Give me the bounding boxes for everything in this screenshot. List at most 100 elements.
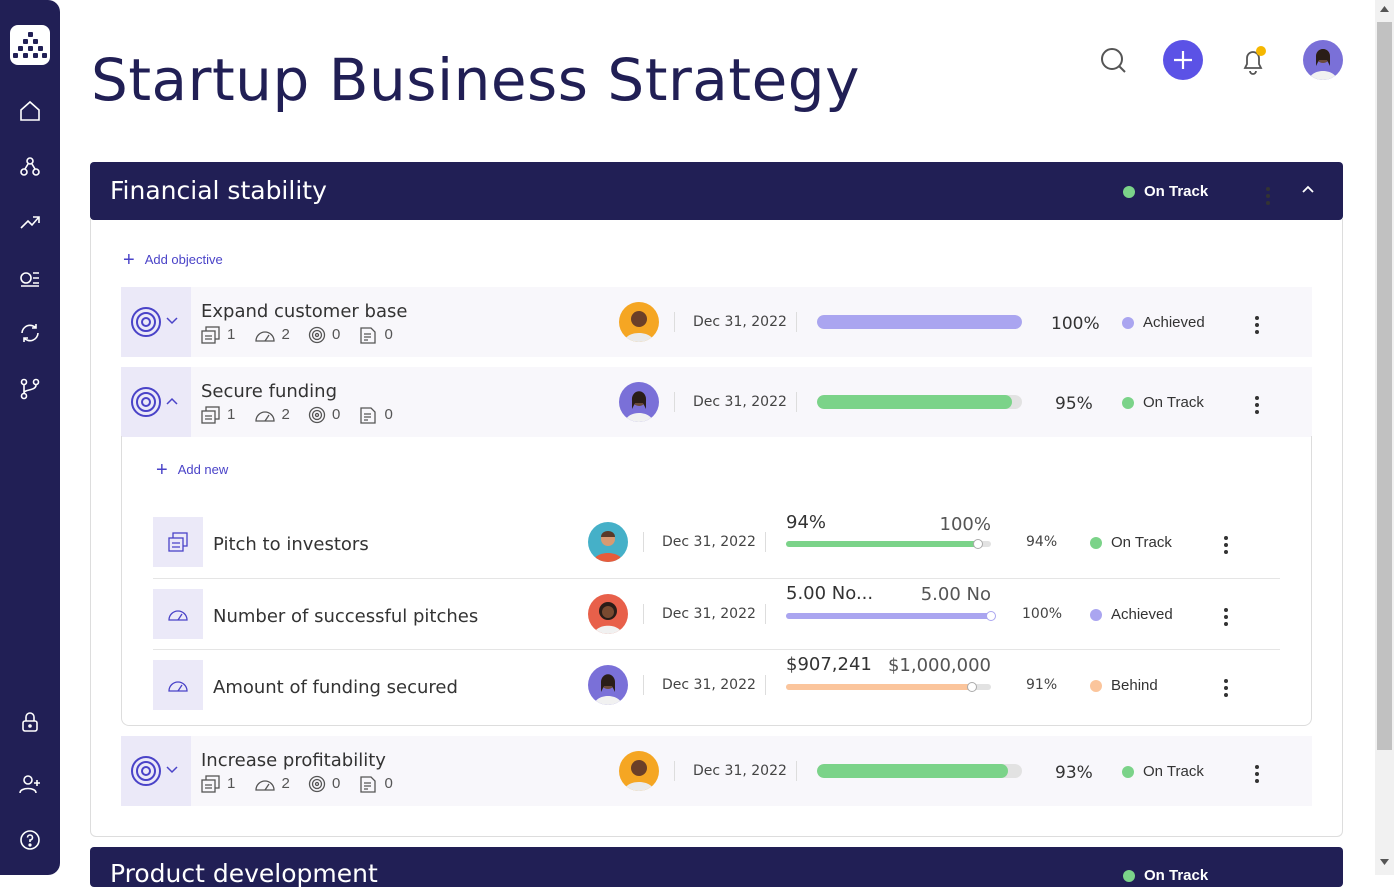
progress-bar[interactable]: [786, 541, 991, 547]
progress-fill: [786, 613, 991, 619]
notes-icon: [359, 776, 376, 793]
list-icon[interactable]: [18, 266, 42, 290]
status-badge: Behind: [1090, 677, 1158, 694]
add-new-button[interactable]: + Add new: [156, 459, 228, 482]
section-status: On Track: [1123, 867, 1208, 884]
more-options-icon[interactable]: [1224, 536, 1228, 557]
objective-name: Secure funding: [201, 381, 338, 402]
slider-handle[interactable]: [986, 611, 996, 621]
due-date: Dec 31, 2022: [662, 606, 756, 622]
due-date: Dec 31, 2022: [662, 534, 756, 550]
slider-handle[interactable]: [967, 682, 977, 692]
add-user-icon[interactable]: [18, 772, 42, 796]
current-value: 94%: [786, 512, 827, 533]
objective-row[interactable]: Increase profitability 1 2 0 0 Dec 31, 2…: [121, 736, 1312, 806]
target-icon: [131, 307, 161, 337]
owner-avatar[interactable]: [619, 382, 659, 422]
objective-counts: 1 2 0 0: [201, 775, 407, 793]
objective-icon-box[interactable]: [121, 287, 191, 357]
current-value: 5.00 No...: [786, 583, 874, 604]
progress-percent: 91%: [1026, 677, 1058, 693]
bell-icon[interactable]: [1233, 40, 1273, 80]
owner-avatar[interactable]: [619, 302, 659, 342]
gauge-icon: [153, 660, 203, 710]
chevron-up-icon[interactable]: [166, 397, 178, 405]
more-options-icon[interactable]: [1224, 679, 1228, 700]
status-badge: On Track: [1122, 763, 1204, 780]
add-new-label: Add new: [177, 461, 229, 477]
key-result-row[interactable]: Amount of funding secured Dec 31, 2022 $…: [153, 654, 1280, 712]
due-date: Dec 31, 2022: [693, 763, 787, 779]
slider-handle[interactable]: [973, 539, 983, 549]
progress-percent: 95%: [1055, 394, 1093, 414]
owner-avatar[interactable]: [588, 594, 628, 634]
target-icon: [131, 756, 161, 786]
home-icon[interactable]: [18, 99, 42, 123]
search-icon[interactable]: [1093, 40, 1133, 80]
notes-icon: [359, 327, 376, 344]
key-result-row[interactable]: Pitch to investors Dec 31, 2022 94% 100%…: [153, 512, 1280, 569]
progress-percent: 93%: [1055, 763, 1093, 783]
gauge-icon: [254, 331, 275, 342]
progress-bar[interactable]: [786, 684, 991, 690]
scrollbar-thumb[interactable]: [1377, 22, 1392, 750]
key-results-panel: [121, 436, 1312, 726]
progress-percent: 94%: [1026, 534, 1058, 550]
branch-icon[interactable]: [18, 377, 42, 401]
help-icon[interactable]: [18, 828, 42, 852]
section-body: [90, 219, 1343, 837]
objective-row[interactable]: Secure funding 1 2 0 0 Dec 31, 2022 95% …: [121, 367, 1312, 437]
task-icon: [201, 406, 220, 424]
owner-avatar[interactable]: [619, 751, 659, 791]
progress-fill: [817, 395, 1012, 409]
gauge-icon: [254, 780, 275, 791]
owner-avatar[interactable]: [588, 665, 628, 705]
plus-icon: +: [156, 459, 168, 481]
key-result-name: Number of successful pitches: [213, 606, 479, 627]
more-options-icon[interactable]: [1266, 187, 1270, 208]
lock-icon[interactable]: [18, 710, 42, 734]
plus-icon: +: [123, 249, 135, 271]
status-badge: On Track: [1090, 534, 1172, 551]
progress-fill: [786, 684, 973, 690]
key-result-row[interactable]: Number of successful pitches Dec 31, 202…: [153, 583, 1280, 641]
add-objective-button[interactable]: + Add objective: [123, 249, 223, 272]
status-badge: On Track: [1122, 394, 1204, 411]
app-logo[interactable]: [10, 25, 50, 65]
trending-up-icon[interactable]: [18, 210, 42, 234]
refresh-icon[interactable]: [18, 321, 42, 345]
more-options-icon[interactable]: [1255, 316, 1259, 337]
avatar[interactable]: [1303, 40, 1343, 80]
gauge-icon: [254, 411, 275, 422]
progress-bar: [817, 395, 1022, 409]
more-options-icon[interactable]: [1255, 396, 1259, 417]
chevron-down-icon[interactable]: [166, 317, 178, 325]
scroll-down-icon[interactable]: [1380, 859, 1389, 865]
progress-bar[interactable]: [786, 613, 991, 619]
current-value: $907,241: [786, 654, 872, 675]
plus-icon: [1174, 51, 1192, 69]
target-icon: [131, 387, 161, 417]
status-badge: Achieved: [1122, 314, 1205, 331]
people-icon[interactable]: [18, 155, 42, 179]
add-button[interactable]: [1163, 40, 1203, 80]
section-header[interactable]: Product development On Track: [90, 847, 1343, 887]
scrollbar[interactable]: [1375, 0, 1394, 875]
chevron-down-icon[interactable]: [166, 766, 178, 774]
objective-icon-box[interactable]: [121, 367, 191, 437]
objective-icon-box[interactable]: [121, 736, 191, 806]
owner-avatar[interactable]: [588, 522, 628, 562]
section-header[interactable]: Financial stability On Track: [90, 162, 1343, 220]
chevron-up-icon[interactable]: [1301, 184, 1315, 194]
task-icon: [153, 517, 203, 567]
objective-row[interactable]: Expand customer base 1 2 0 0 Dec 31, 202…: [121, 287, 1312, 357]
more-options-icon[interactable]: [1224, 608, 1228, 629]
sidebar: [0, 0, 60, 875]
section-title: Financial stability: [110, 176, 327, 205]
more-options-icon[interactable]: [1255, 765, 1259, 786]
due-date: Dec 31, 2022: [693, 394, 787, 410]
status-label: On Track: [1144, 183, 1209, 200]
due-date: Dec 31, 2022: [662, 677, 756, 693]
scroll-up-icon[interactable]: [1380, 6, 1389, 12]
status-dot: [1123, 186, 1135, 199]
